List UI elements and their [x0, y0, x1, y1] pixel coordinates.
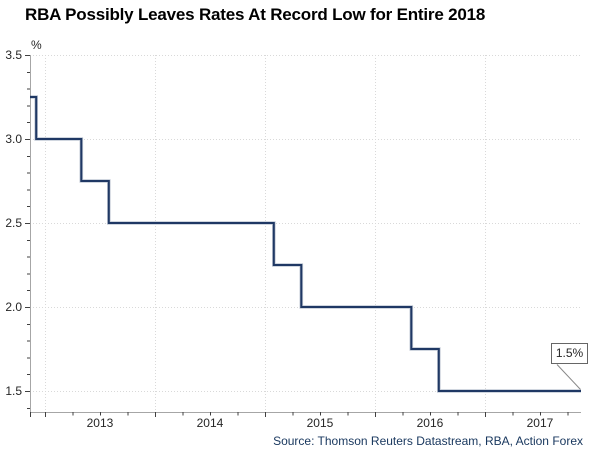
last-value-label: 1.5%	[555, 346, 584, 360]
chart-title: RBA Possibly Leaves Rates At Record Low …	[25, 5, 486, 24]
callout-line	[556, 364, 581, 390]
source-attribution: Source: Thomson Reuters Datastream, RBA,…	[273, 434, 583, 448]
rate-step-line	[30, 96, 581, 392]
last-value-callout: 1.5%	[551, 343, 588, 364]
rate-step-line-halo	[30, 95, 581, 393]
y-axis-unit-label: %	[31, 38, 42, 52]
